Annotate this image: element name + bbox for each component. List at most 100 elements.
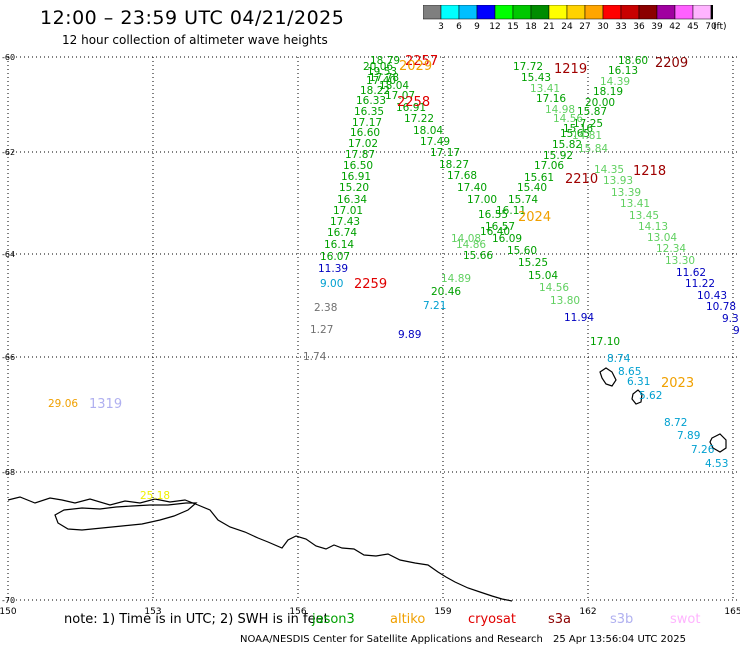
wave-height-label: 15.43: [521, 72, 551, 84]
latitude-tick-label: -60: [2, 53, 15, 62]
wave-height-label: 9: [733, 325, 740, 337]
wave-height-label: 8.65: [618, 366, 641, 378]
mission-label: swot: [670, 612, 701, 627]
colorbar-tick-label: 24: [561, 22, 573, 32]
wave-height-label: 13.30: [665, 255, 695, 267]
colorbar-tick-label: 39: [651, 22, 663, 32]
footnote: note: 1) Time is in UTC; 2) SWH is in fe…: [64, 612, 329, 627]
wave-height-label: 13.39: [611, 187, 641, 199]
wave-height-label: 17.72: [513, 61, 543, 73]
wave-height-label: 11.22: [685, 278, 715, 290]
colorbar-tick-label: 45: [687, 22, 699, 32]
longitude-tick-label: 156: [289, 607, 306, 617]
wave-height-label: 18.60: [618, 55, 648, 67]
wave-height-label: 17.02: [348, 138, 378, 150]
wave-height-label: 17.68: [447, 170, 477, 182]
wave-height-label: 17.17: [430, 147, 460, 159]
longitude-tick-label: 159: [434, 607, 451, 617]
pass-time-label: 2258: [397, 95, 430, 110]
wave-height-label: 29.06: [48, 398, 78, 410]
mission-label: altiko: [390, 612, 426, 627]
wave-height-label: 13.45: [629, 210, 659, 222]
wave-height-label: 16.34: [337, 194, 367, 206]
pass-time-label: 1219: [554, 62, 587, 77]
axis-tick-labels: 150 153 156 159 162 165 -60 -62 -64 -66 -68 -70: [0, 53, 740, 617]
wave-height-label: 8.72: [664, 417, 687, 429]
wave-height-label: 16.55: [478, 209, 508, 221]
wave-height-label: 10.78: [706, 301, 736, 313]
page-subtitle: 12 hour collection of altimeter wave hei…: [62, 33, 328, 47]
longitude-tick-label: 153: [144, 607, 161, 617]
pass-time-label: 2024: [518, 210, 551, 225]
wave-height-label: 13.41: [530, 83, 560, 95]
wave-height-label: 6.31: [627, 376, 650, 388]
wave-height-label: 15.40: [517, 182, 547, 194]
colorbar-tick-label: 70: [705, 22, 717, 32]
wave-height-label: 16.13: [608, 65, 638, 77]
wave-height-label: 18.22: [360, 85, 390, 97]
wave-height-colorbar: [423, 5, 713, 20]
wave-height-label: 15.84: [578, 143, 608, 155]
wave-height-label: 16.11: [496, 205, 526, 217]
credit-line: NOAA/NESDIS Center for Satellite Applica…: [240, 634, 543, 645]
wave-height-label: 7.21: [423, 300, 446, 312]
wave-height-label: 14.08: [451, 233, 481, 245]
wave-height-label: 17.17: [352, 117, 382, 129]
wave-height-label: 15.04: [528, 270, 558, 282]
wave-height-label: 16.35: [354, 106, 384, 118]
wave-height-label: 17.10: [590, 336, 620, 348]
wave-height-label: 16.50: [343, 160, 373, 172]
wave-height-label: 16.57: [485, 221, 515, 233]
pass-time-label: 2210: [565, 172, 598, 187]
pass-time-label: 1218: [633, 164, 666, 179]
island-1: [599, 367, 617, 387]
wave-height-label: 17.00: [467, 194, 497, 206]
wave-height-label: 16.09: [492, 233, 522, 245]
wave-height-label: 9.3: [722, 313, 739, 325]
latitude-tick-label: -66: [2, 353, 15, 362]
wave-height-label: 17.16: [536, 93, 566, 105]
wave-height-label: 14.39: [600, 76, 630, 88]
colorbar-tick-label: 42: [669, 22, 681, 32]
colorbar-tick-label: 33: [615, 22, 627, 32]
wave-height-label: 13.80: [550, 295, 580, 307]
wave-height-label: 15.82: [552, 139, 582, 151]
wave-height-label: 19.53: [367, 66, 397, 78]
wave-height-label: 20.06: [363, 61, 393, 73]
wave-height-label: 17.87: [345, 149, 375, 161]
wave-height-label: 18.27: [439, 159, 469, 171]
map-gridlines: [7, 56, 740, 601]
mission-label: s3a: [548, 612, 572, 627]
wave-height-label: 5.62: [639, 390, 662, 402]
wave-height-label: 13.04: [647, 232, 677, 244]
wave-height-label: 9.89: [398, 329, 421, 341]
pass-time-label: 1319: [89, 397, 122, 412]
colorbar-tick-label: 21: [543, 22, 555, 32]
wave-height-label: 15.87: [577, 106, 607, 118]
wave-height-label: 17.40: [457, 182, 487, 194]
wave-height-label: 14.35: [594, 164, 624, 176]
page-title: 12:00 – 23:59 UTC 04/21/2025: [40, 7, 345, 29]
antarctic-coastline: [7, 496, 513, 602]
colorbar-tick-label: 9: [474, 22, 480, 32]
wave-height-label: 17.49: [420, 136, 450, 148]
wave-height-label: 11.62: [676, 267, 706, 279]
colorbar-swatch: [710, 5, 713, 20]
wave-height-label: 15.16: [563, 123, 593, 135]
wave-height-label: 14.98: [545, 104, 575, 116]
wave-height-label: 16.91: [341, 171, 371, 183]
wave-height-label: 16.91: [396, 102, 426, 114]
wave-height-label: 17.78: [369, 72, 399, 84]
wave-height-label: 17.06: [534, 160, 564, 172]
wave-height-label: 17.22: [404, 113, 434, 125]
wave-height-label: 12.34: [656, 243, 686, 255]
wave-height-label: 9.00: [320, 278, 343, 290]
wave-height-label: 11.94: [564, 312, 594, 324]
wave-height-label: 18.04: [379, 80, 409, 92]
colorbar-tick-label: 3: [438, 22, 444, 32]
wave-height-label: 15.92: [543, 150, 573, 162]
wave-height-label: 20.00: [585, 97, 615, 109]
wave-height-label: 25.18: [140, 490, 170, 502]
